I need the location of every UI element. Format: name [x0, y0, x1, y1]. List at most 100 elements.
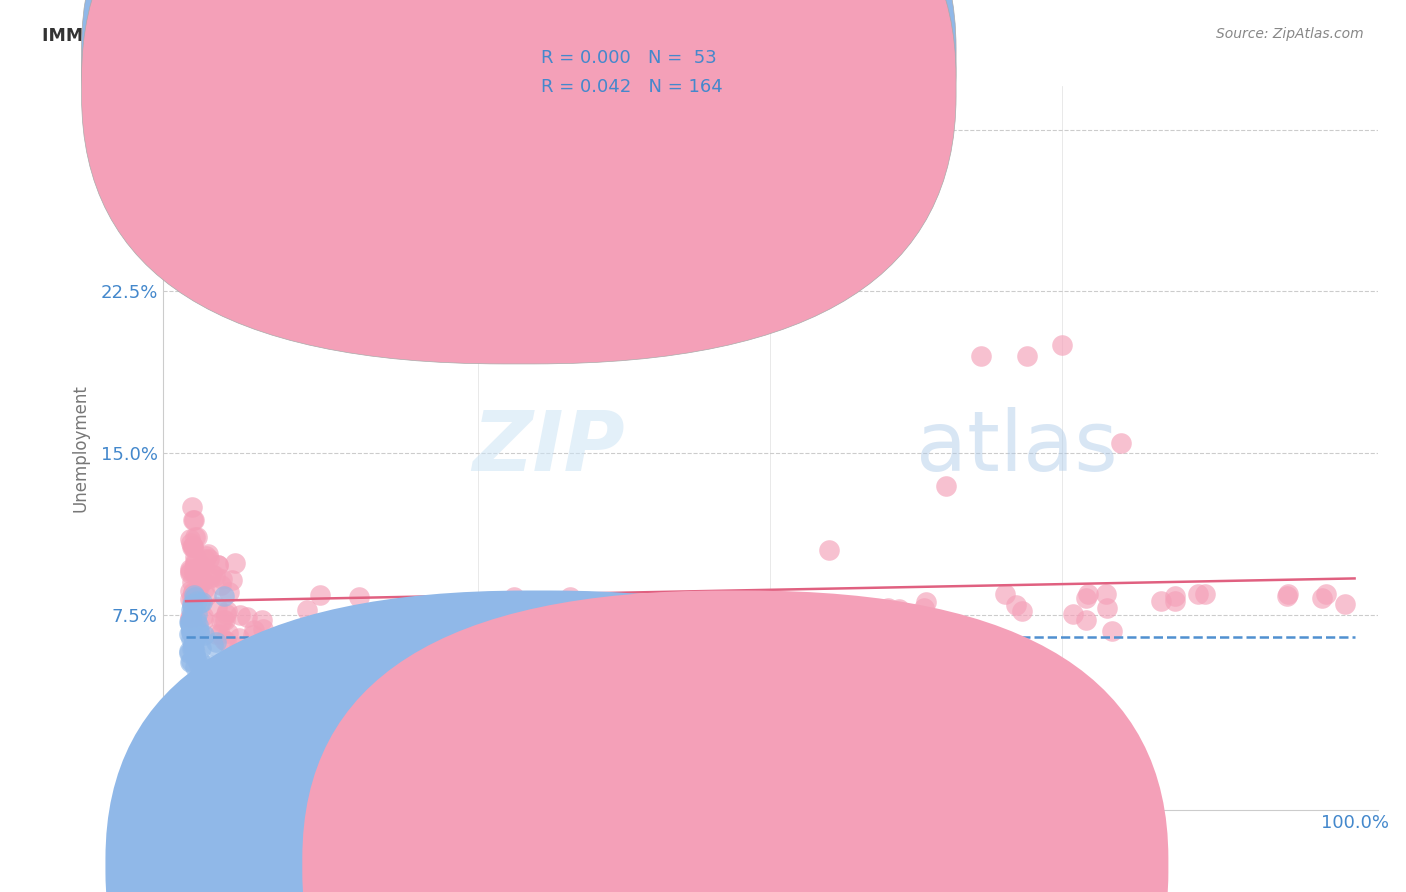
- Point: [184, 550, 207, 565]
- Point: [211, 572, 233, 586]
- Point: [503, 590, 526, 604]
- Point: [576, 606, 599, 620]
- Point: [437, 611, 460, 625]
- Point: [191, 613, 214, 627]
- Point: [489, 634, 512, 648]
- Point: [672, 629, 695, 643]
- Point: [207, 558, 229, 572]
- Point: [187, 617, 209, 632]
- Point: [209, 627, 232, 641]
- Point: [181, 584, 204, 599]
- Point: [308, 588, 330, 602]
- Point: [839, 624, 862, 639]
- Point: [520, 625, 543, 640]
- Point: [665, 607, 688, 622]
- Point: [1062, 607, 1084, 622]
- Point: [437, 632, 460, 646]
- Point: [193, 582, 215, 597]
- Point: [194, 552, 217, 566]
- Point: [181, 513, 204, 527]
- Point: [873, 622, 896, 636]
- Point: [209, 578, 232, 592]
- Point: [180, 683, 202, 698]
- Point: [915, 595, 938, 609]
- Point: [184, 648, 207, 663]
- Point: [319, 621, 342, 635]
- Point: [184, 530, 207, 544]
- Point: [179, 655, 201, 669]
- Point: [179, 566, 201, 580]
- Point: [409, 610, 432, 624]
- Point: [221, 573, 243, 587]
- Point: [849, 621, 872, 635]
- Text: ZIP: ZIP: [472, 408, 624, 489]
- Point: [181, 640, 204, 655]
- Point: [187, 626, 209, 640]
- Point: [201, 566, 224, 581]
- Point: [1011, 604, 1033, 618]
- Point: [183, 632, 205, 646]
- Point: [228, 640, 250, 654]
- Point: [509, 611, 531, 625]
- Point: [188, 654, 211, 668]
- Text: Germans: Germans: [752, 858, 821, 872]
- Point: [177, 615, 200, 629]
- Point: [190, 640, 212, 655]
- Point: [183, 563, 205, 577]
- Point: [187, 624, 209, 639]
- Point: [179, 584, 201, 599]
- Point: [181, 539, 204, 553]
- Point: [236, 610, 259, 624]
- Point: [558, 590, 581, 604]
- Point: [305, 622, 328, 636]
- Point: [316, 626, 339, 640]
- Point: [214, 607, 236, 621]
- Point: [1004, 598, 1026, 612]
- Point: [204, 569, 226, 583]
- Point: [212, 632, 235, 647]
- Point: [371, 612, 394, 626]
- Point: [181, 591, 204, 605]
- Point: [381, 624, 404, 639]
- Point: [179, 610, 201, 624]
- Text: IMMIGRANTS FROM SINGAPORE VS GERMAN UNEMPLOYMENT CORRELATION CHART: IMMIGRANTS FROM SINGAPORE VS GERMAN UNEM…: [42, 27, 862, 45]
- Point: [305, 676, 328, 690]
- Point: [1095, 600, 1118, 615]
- Point: [212, 613, 235, 627]
- Point: [200, 572, 222, 586]
- Point: [181, 638, 204, 652]
- Point: [804, 635, 827, 649]
- Point: [179, 615, 201, 630]
- Point: [180, 500, 202, 515]
- Point: [1334, 597, 1357, 611]
- Point: [215, 604, 238, 618]
- Y-axis label: Unemployment: Unemployment: [72, 384, 89, 512]
- Point: [491, 625, 513, 640]
- Point: [186, 613, 208, 627]
- Point: [181, 540, 204, 554]
- Point: [673, 627, 696, 641]
- Point: [877, 601, 900, 615]
- Point: [179, 616, 201, 631]
- Point: [444, 624, 467, 638]
- Point: [628, 619, 651, 633]
- Point: [412, 629, 434, 643]
- Point: [1277, 587, 1299, 601]
- Point: [745, 613, 768, 627]
- Point: [1187, 587, 1209, 601]
- Point: [1074, 613, 1097, 627]
- Point: [205, 635, 228, 649]
- Point: [184, 683, 207, 698]
- Point: [665, 616, 688, 631]
- Point: [184, 590, 207, 604]
- Point: [181, 586, 204, 600]
- Point: [666, 619, 689, 633]
- Point: [215, 634, 238, 648]
- Point: [394, 646, 416, 660]
- Point: [180, 606, 202, 620]
- Point: [900, 144, 922, 158]
- Point: [224, 557, 246, 571]
- Point: [250, 614, 273, 628]
- Point: [228, 631, 250, 645]
- Point: [1315, 587, 1337, 601]
